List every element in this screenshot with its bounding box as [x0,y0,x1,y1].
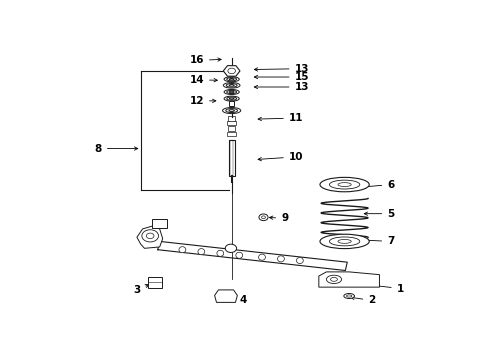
Ellipse shape [296,257,303,264]
Ellipse shape [330,278,337,281]
Bar [228,126,235,131]
Text: 8: 8 [95,144,138,153]
Ellipse shape [224,96,239,101]
Text: 14: 14 [189,75,217,85]
Text: 7: 7 [364,237,394,246]
Text: 6: 6 [362,180,394,190]
Ellipse shape [228,110,234,112]
Ellipse shape [226,90,236,94]
Ellipse shape [226,97,236,100]
Ellipse shape [329,180,359,189]
Circle shape [227,68,235,74]
Ellipse shape [337,239,350,243]
Ellipse shape [226,78,236,81]
Bar [152,219,167,228]
Polygon shape [137,226,163,248]
Ellipse shape [329,237,359,246]
Ellipse shape [229,91,233,93]
Ellipse shape [225,109,237,113]
Ellipse shape [319,234,368,249]
Text: 13: 13 [254,64,308,74]
Ellipse shape [223,82,240,88]
Circle shape [142,230,158,242]
Circle shape [261,216,265,219]
Ellipse shape [224,77,239,82]
Ellipse shape [229,78,233,80]
Bar [227,121,235,125]
Ellipse shape [235,252,242,258]
Text: 4: 4 [227,296,246,305]
Ellipse shape [346,295,351,297]
Text: 9: 9 [269,213,288,224]
Ellipse shape [277,256,284,262]
Ellipse shape [319,177,368,192]
Text: 11: 11 [258,113,303,123]
Polygon shape [318,272,379,287]
Circle shape [146,233,154,239]
Ellipse shape [258,254,265,260]
Text: 3: 3 [133,285,148,296]
Ellipse shape [198,249,204,255]
Text: 1: 1 [367,284,403,293]
Bar [227,132,235,136]
Ellipse shape [179,247,185,253]
Text: 13: 13 [254,82,308,92]
Text: 16: 16 [189,55,221,66]
Ellipse shape [222,108,240,114]
Bar [228,116,235,121]
Bar [228,101,234,106]
Ellipse shape [229,98,233,99]
Bar [228,140,234,176]
Ellipse shape [224,90,239,94]
Polygon shape [214,290,237,302]
Text: 2: 2 [350,296,375,305]
Ellipse shape [229,85,234,86]
Ellipse shape [226,84,237,87]
Circle shape [225,244,236,252]
Text: 5: 5 [364,209,394,219]
Ellipse shape [337,183,350,186]
Text: 15: 15 [254,72,308,82]
Text: 12: 12 [189,96,215,106]
Ellipse shape [326,275,341,284]
Bar [148,276,162,288]
Text: 10: 10 [258,152,303,162]
Circle shape [259,214,267,221]
Ellipse shape [343,293,354,298]
Ellipse shape [217,250,223,256]
